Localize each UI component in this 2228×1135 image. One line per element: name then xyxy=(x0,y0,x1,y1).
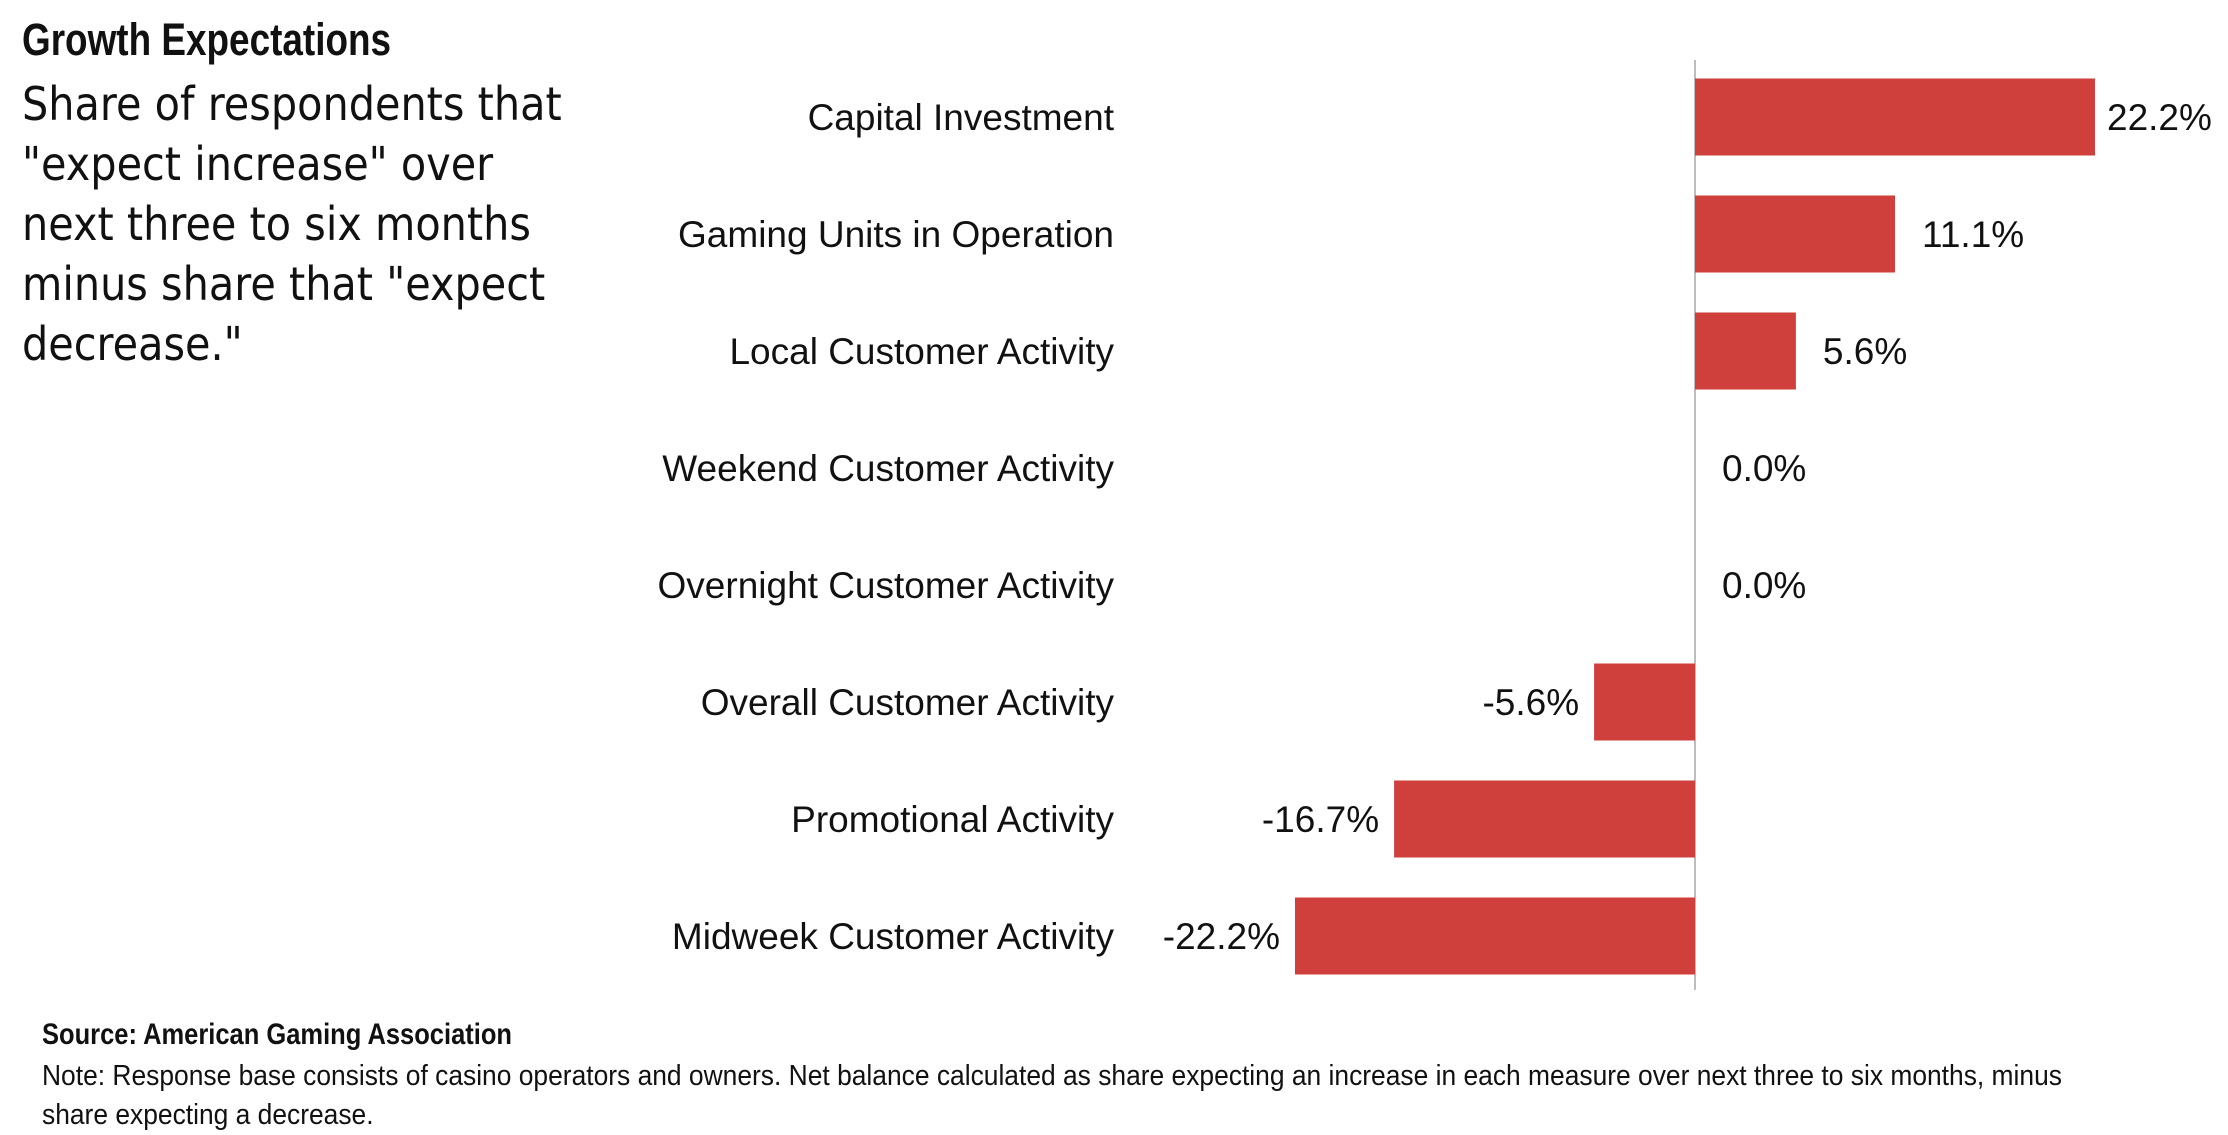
note-text: Note: Response base consists of casino o… xyxy=(42,1060,2062,1131)
value-label-5: 0.0% xyxy=(1722,565,1806,606)
category-label-1: Capital Investment xyxy=(808,97,1115,138)
value-label-2: 11.1% xyxy=(1922,214,2024,255)
category-label-7: Promotional Activity xyxy=(791,799,1114,840)
category-label-2: Gaming Units in Operation xyxy=(678,214,1114,255)
category-label-4: Weekend Customer Activity xyxy=(662,448,1114,489)
category-label-8: Midweek Customer Activity xyxy=(672,916,1115,957)
bar-7 xyxy=(1394,780,1695,858)
value-label-3: 5.6% xyxy=(1823,331,1907,372)
category-label-3: Local Customer Activity xyxy=(729,331,1114,372)
category-label-5: Overnight Customer Activity xyxy=(658,565,1115,606)
page-subtitle: Share of respondents that "expect increa… xyxy=(22,77,562,371)
page-title: Growth Expectations xyxy=(22,14,392,65)
source-text: Source: American Gaming Association xyxy=(42,1018,512,1051)
bar-3 xyxy=(1695,312,1796,390)
value-label-1: 22.2% xyxy=(2107,97,2212,138)
value-label-7: -16.7% xyxy=(1262,799,1379,840)
value-label-8: -22.2% xyxy=(1163,916,1280,957)
value-label-4: 0.0% xyxy=(1722,448,1806,489)
growth-expectations-chart: Capital Investment Gaming Units in Operat… xyxy=(658,60,2212,990)
bar-2 xyxy=(1695,195,1895,273)
value-label-6: -5.6% xyxy=(1482,682,1579,723)
bar-1 xyxy=(1695,78,2095,156)
bar-8 xyxy=(1295,897,1695,975)
bar-6 xyxy=(1594,663,1695,741)
category-label-6: Overall Customer Activity xyxy=(701,682,1115,723)
